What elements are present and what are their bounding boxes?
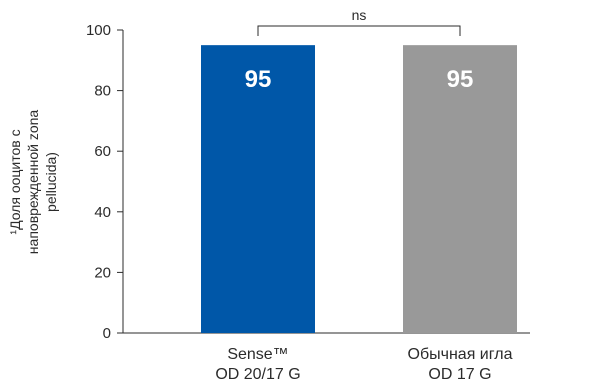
y-tick-label: 80 [94,83,111,100]
y-axis-label-line: ¹Доля ооцитов с [7,129,23,234]
axes: 0 20 40 60 80 100 [86,22,530,342]
category-label: OD 20/17 G [215,366,300,383]
y-tick-label: 100 [86,22,111,39]
bar-1 [201,45,315,334]
y-axis-label-text: ¹Доля ооцитов с наповрежденной zona pelluc… [7,110,59,255]
y-tick-label: 40 [94,204,111,221]
y-axis-label-line: наповрежденной zona [25,110,41,255]
y-axis-label: ¹Доля ооцитов с наповрежденной zona pelluc… [7,110,59,255]
bar-2 [403,45,517,334]
significance-bracket: ns [257,7,461,36]
bar-data-label: 95 [447,66,474,93]
significance-bracket-line [257,25,461,36]
bar-data-label: 95 [245,66,272,93]
y-tick-label: 0 [103,325,111,342]
category-label: Обычная игла [408,346,513,363]
category-label: Sense™ [227,346,288,363]
significance-label: ns [352,7,367,23]
category-label: OD 17 G [428,366,491,383]
y-axis-label-line: pellucida) [43,152,59,212]
bars: 95 95 [201,45,517,334]
y-tick-label: 20 [94,264,111,281]
category-labels: Sense™ OD 20/17 G Обычная игла OD 17 G [215,346,512,383]
y-tick-label: 60 [94,143,111,160]
